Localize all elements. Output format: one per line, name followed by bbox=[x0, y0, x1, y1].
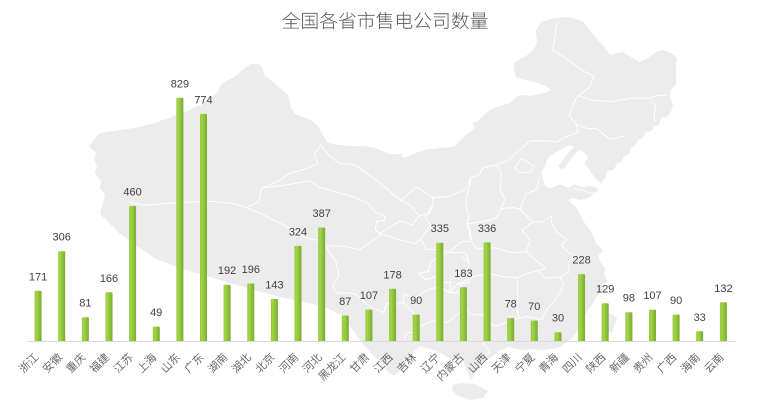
svg-text:196: 196 bbox=[242, 264, 260, 276]
svg-text:78: 78 bbox=[505, 299, 517, 311]
svg-text:143: 143 bbox=[265, 280, 283, 292]
svg-text:192: 192 bbox=[218, 265, 236, 277]
svg-text:98: 98 bbox=[623, 293, 635, 305]
svg-text:166: 166 bbox=[100, 273, 118, 285]
svg-text:306: 306 bbox=[53, 232, 71, 244]
svg-text:49: 49 bbox=[150, 307, 162, 319]
svg-text:460: 460 bbox=[123, 187, 141, 199]
svg-text:90: 90 bbox=[670, 295, 682, 307]
svg-text:90: 90 bbox=[410, 295, 422, 307]
svg-text:228: 228 bbox=[572, 255, 590, 267]
svg-text:171: 171 bbox=[29, 271, 47, 283]
svg-text:30: 30 bbox=[552, 313, 564, 325]
svg-text:336: 336 bbox=[478, 223, 496, 235]
svg-text:335: 335 bbox=[431, 223, 449, 235]
svg-text:178: 178 bbox=[383, 269, 401, 281]
svg-text:70: 70 bbox=[528, 301, 540, 313]
svg-text:183: 183 bbox=[454, 268, 472, 280]
svg-text:81: 81 bbox=[79, 298, 91, 310]
svg-text:33: 33 bbox=[694, 312, 706, 324]
svg-text:87: 87 bbox=[339, 296, 351, 308]
svg-text:774: 774 bbox=[194, 94, 212, 106]
svg-text:324: 324 bbox=[289, 226, 307, 238]
svg-text:829: 829 bbox=[171, 78, 189, 90]
svg-text:107: 107 bbox=[643, 290, 661, 302]
svg-text:129: 129 bbox=[596, 284, 614, 296]
svg-text:387: 387 bbox=[313, 208, 331, 220]
svg-text:107: 107 bbox=[360, 290, 378, 302]
svg-text:132: 132 bbox=[714, 283, 732, 295]
